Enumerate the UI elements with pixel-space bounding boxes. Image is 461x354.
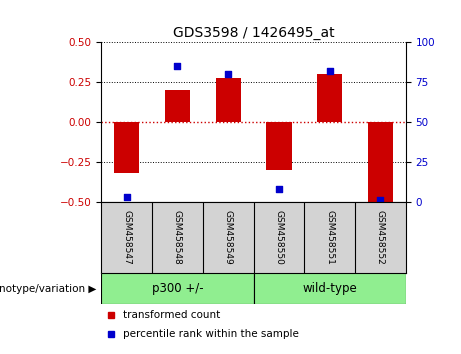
- Bar: [165, 90, 190, 122]
- Text: GSM458552: GSM458552: [376, 210, 385, 264]
- Bar: [368, 122, 393, 202]
- Text: p300 +/-: p300 +/-: [152, 282, 203, 295]
- Title: GDS3598 / 1426495_at: GDS3598 / 1426495_at: [173, 26, 334, 40]
- Text: GSM458551: GSM458551: [325, 210, 334, 265]
- Text: genotype/variation ▶: genotype/variation ▶: [0, 284, 97, 293]
- Bar: [317, 74, 342, 122]
- Point: [174, 64, 181, 69]
- Point: [225, 72, 232, 77]
- Bar: [101, 273, 254, 304]
- Text: GSM458548: GSM458548: [173, 210, 182, 264]
- Bar: [266, 122, 291, 170]
- Text: wild-type: wild-type: [302, 282, 357, 295]
- Point: [326, 68, 333, 74]
- Text: percentile rank within the sample: percentile rank within the sample: [123, 329, 299, 339]
- Text: GSM458549: GSM458549: [224, 210, 233, 264]
- Bar: [216, 78, 241, 122]
- Bar: [114, 122, 140, 173]
- Point: [275, 186, 283, 192]
- Point: [377, 197, 384, 203]
- Text: GSM458550: GSM458550: [274, 210, 284, 265]
- Text: transformed count: transformed count: [123, 310, 220, 320]
- Point: [123, 194, 130, 200]
- Text: GSM458547: GSM458547: [122, 210, 131, 264]
- Bar: [254, 273, 406, 304]
